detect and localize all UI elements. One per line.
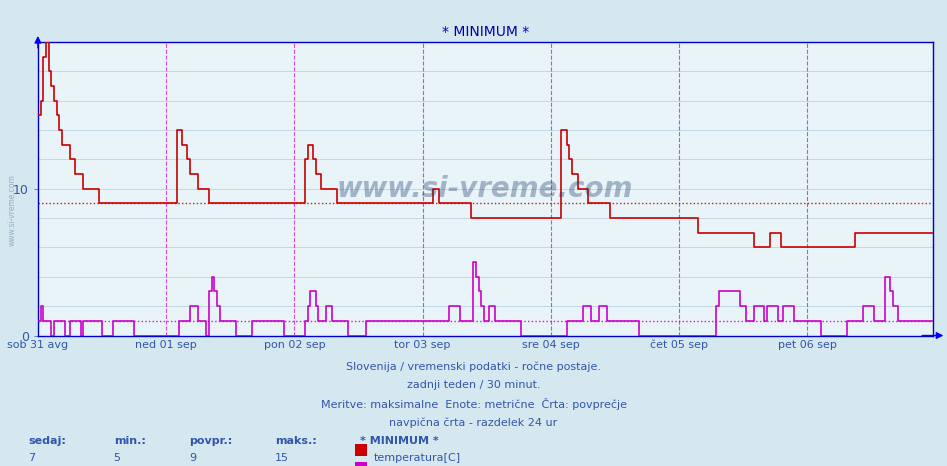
Text: min.:: min.:: [114, 436, 146, 445]
Text: Slovenija / vremenski podatki - ročne postaje.: Slovenija / vremenski podatki - ročne po…: [346, 361, 601, 372]
Text: 9: 9: [189, 453, 197, 463]
Text: maks.:: maks.:: [275, 436, 316, 445]
Title: * MINIMUM *: * MINIMUM *: [441, 25, 529, 40]
Text: temperatura[C]: temperatura[C]: [374, 453, 461, 463]
Text: zadnji teden / 30 minut.: zadnji teden / 30 minut.: [406, 380, 541, 390]
Text: sedaj:: sedaj:: [28, 436, 66, 445]
Text: * MINIMUM *: * MINIMUM *: [360, 436, 438, 445]
Text: povpr.:: povpr.:: [189, 436, 233, 445]
Text: www.si-vreme.com: www.si-vreme.com: [8, 174, 17, 246]
Text: www.si-vreme.com: www.si-vreme.com: [337, 175, 634, 203]
Text: navpična črta - razdelek 24 ur: navpična črta - razdelek 24 ur: [389, 417, 558, 428]
Text: 5: 5: [114, 453, 120, 463]
Text: 7: 7: [28, 453, 36, 463]
Text: Meritve: maksimalne  Enote: metrične  Črta: povprečje: Meritve: maksimalne Enote: metrične Črta…: [320, 398, 627, 411]
Text: 15: 15: [275, 453, 289, 463]
